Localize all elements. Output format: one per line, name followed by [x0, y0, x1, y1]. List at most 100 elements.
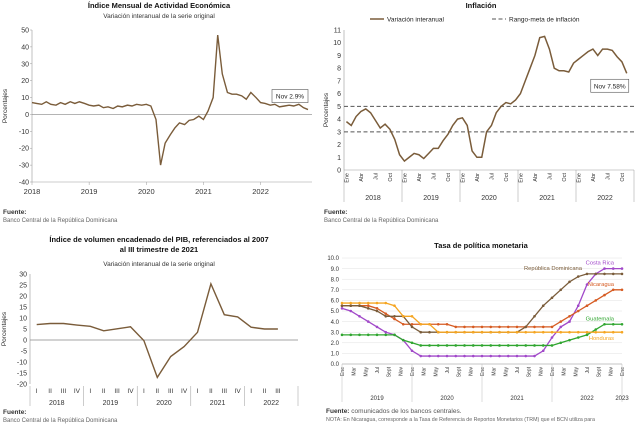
- tasa-month-label: Ene: [620, 367, 626, 376]
- tasa-series-marker: [428, 344, 431, 347]
- tasa-series-marker: [515, 330, 519, 334]
- tasa-series-marker: [419, 322, 423, 326]
- tasa-source-text: comunicados de los bancos centrales.: [351, 408, 462, 415]
- tasa-y-tick-label: 5.0: [331, 309, 340, 315]
- tasa-series-marker: [366, 304, 370, 307]
- pib-quarter-label: II: [209, 388, 213, 395]
- tasa-series-marker: [471, 325, 475, 329]
- infl-month-label: Jul: [373, 173, 379, 180]
- tasa-year-label: 2022: [580, 396, 594, 402]
- tasa-month-label: Nov: [468, 367, 474, 376]
- tasa-series-marker: [506, 354, 510, 358]
- tasa-series-marker: [524, 354, 528, 358]
- tasa-series-marker: [480, 344, 484, 347]
- tasa-series-label: Guatemala: [586, 316, 615, 322]
- infl-month-label: Abr: [533, 173, 539, 182]
- infl-month-label: Jul: [547, 173, 553, 180]
- imae-title: Índice Mensual de Actividad Económica: [87, 1, 231, 10]
- tasa-series-marker: [594, 328, 598, 331]
- imae-series-line: [31, 34, 309, 166]
- tasa-series-marker: [550, 296, 554, 300]
- imae-subtitle: Variación interanual de la serie origina…: [103, 13, 215, 20]
- tasa-series-marker: [603, 272, 606, 276]
- tasa-series-marker: [550, 330, 554, 334]
- tasa-month-label: Sept: [527, 366, 533, 377]
- tasa-series-marker: [568, 330, 571, 334]
- pib-year-label: 2019: [103, 400, 119, 407]
- tasa-series-marker: [436, 354, 440, 358]
- pib-y-tick-label: -20: [17, 382, 27, 389]
- pib-quarter-label: III: [222, 388, 228, 395]
- tasa-month-label: Nov: [538, 367, 544, 376]
- tasa-series-marker: [428, 330, 431, 334]
- tasa-series-marker: [375, 301, 379, 305]
- tasa-month-label: Sept: [597, 366, 603, 377]
- tasa-series-marker: [340, 304, 344, 307]
- tasa-month-label: Ene: [340, 367, 346, 376]
- tasa-month-label: Sept: [387, 366, 393, 377]
- infl-y-tick-label: 6: [337, 91, 341, 98]
- infl-month-label: Ene: [518, 173, 524, 183]
- tasa-series-marker: [349, 333, 353, 337]
- tasa-series-marker: [410, 341, 414, 345]
- infl-month-label: Jul: [489, 173, 495, 180]
- tasa-month-label: Mar: [562, 367, 568, 376]
- tasa-series-marker: [393, 317, 396, 321]
- imae-y-tick-label: 20: [21, 78, 29, 85]
- tasa-series-marker: [585, 283, 589, 286]
- tasa-series-marker: [358, 333, 361, 337]
- pib-source-label: Fuente:: [3, 409, 27, 416]
- tasa-series-marker: [603, 330, 606, 334]
- tasa-month-label: Nov: [398, 367, 404, 376]
- pib-year-label: 2020: [156, 400, 172, 407]
- tasa-series-marker: [358, 304, 361, 307]
- infl-y-tick-label: 2: [337, 142, 341, 149]
- tasa-chart: 0.0 1.0 2.0 3.0 4.0 5.0 6.0 7.0 8.0 9.0 10.0 Ene Mar…: [327, 256, 629, 402]
- pib-quarter-label: IV: [74, 388, 81, 395]
- tasa-series-marker: [445, 322, 449, 326]
- tasa-panel: Tasa de política monetaria 0.0 1.0 2.0 3.0 4…: [322, 232, 640, 424]
- tasa-series-marker: [568, 320, 571, 323]
- infl-month-label: Abr: [417, 173, 423, 182]
- tasa-series-marker: [489, 354, 493, 358]
- imae-y-tick-label: -30: [19, 163, 29, 170]
- tasa-series-marker: [533, 325, 536, 329]
- tasa-series-marker: [471, 330, 475, 334]
- tasa-series-marker: [559, 341, 563, 345]
- tasa-series-marker: [498, 325, 501, 329]
- tasa-series-marker: [419, 330, 423, 334]
- tasa-series-marker: [559, 320, 563, 323]
- tasa-series-marker: [611, 330, 615, 334]
- tasa-month-label: Ene: [480, 367, 486, 376]
- tasa-series-marker: [445, 344, 449, 347]
- tasa-series-marker: [611, 267, 615, 270]
- tasa-month-label: Mar: [422, 367, 428, 376]
- tasa-series-marker: [419, 354, 423, 358]
- tasa-series-marker: [366, 333, 370, 337]
- tasa-series-marker: [340, 307, 344, 310]
- tasa-series-marker: [375, 309, 379, 313]
- imae-x-tick-label: 2020: [138, 187, 155, 196]
- tasa-series-marker: [550, 336, 554, 339]
- tasa-series-marker: [463, 344, 466, 347]
- infl-month-label: Ene: [460, 173, 466, 183]
- tasa-series-marker: [375, 307, 379, 310]
- tasa-year-label: 2021: [510, 396, 524, 402]
- infl-y-tick-label: 7: [337, 78, 341, 85]
- tasa-series-label: Costa Rica: [586, 261, 615, 267]
- tasa-series-marker: [576, 336, 580, 339]
- tasa-series-marker: [515, 344, 519, 347]
- tasa-series-label: República Dominicana: [524, 266, 583, 272]
- tasa-series-marker: [568, 280, 571, 284]
- tasa-series-marker: [603, 322, 606, 326]
- tasa-y-tick-label: 3.0: [331, 330, 340, 336]
- infl-year-label: 2021: [539, 195, 555, 202]
- pib-quarter-label: I: [36, 388, 38, 395]
- inflacion-panel: Inflación 0 1 2 3 4 5 6 7 8 9 10 11 Porcentajes Ene Ab…: [322, 0, 640, 224]
- tasa-month-label: Jul: [445, 367, 451, 373]
- infl-legend-series-label: Variación interanual: [387, 17, 445, 24]
- inflacion-source-text: Banco Central de la República Dominicana: [324, 218, 439, 224]
- tasa-series-marker: [533, 330, 536, 334]
- tasa-series-marker: [401, 315, 405, 318]
